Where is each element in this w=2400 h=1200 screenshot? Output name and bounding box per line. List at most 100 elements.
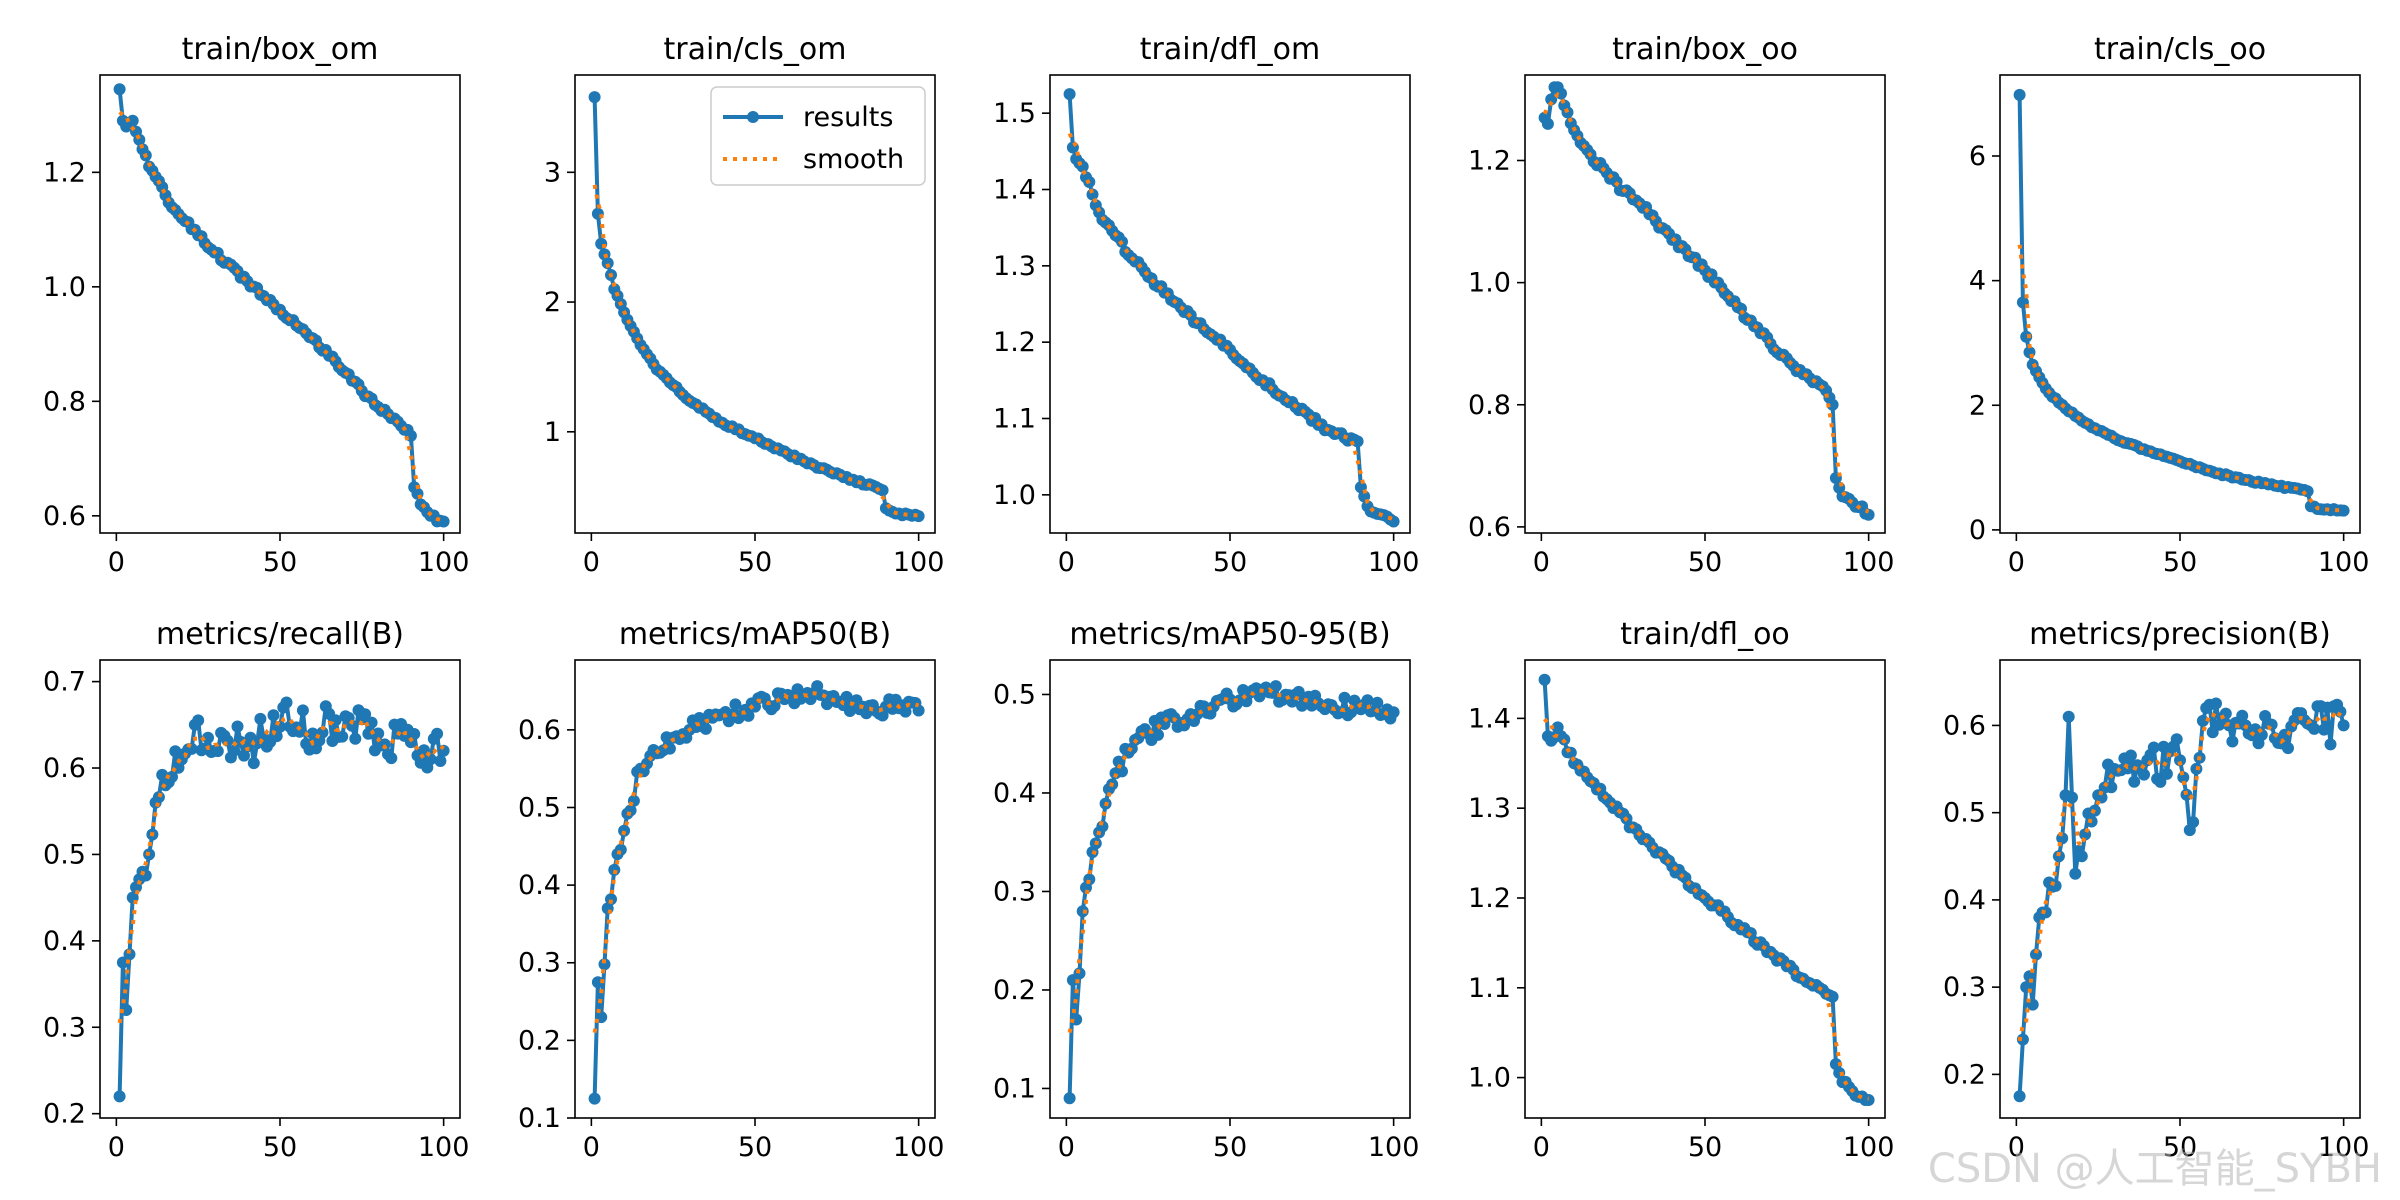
results-point <box>1371 696 1384 709</box>
y-tick-label: 0.3 <box>993 876 1036 907</box>
results-point <box>912 510 925 523</box>
y-tick-label: 0.2 <box>1943 1059 1986 1090</box>
results-point <box>2013 1090 2026 1103</box>
results-line <box>1067 93 1395 524</box>
smooth-line <box>592 184 919 518</box>
x-tick-label: 0 <box>1058 1132 1075 1163</box>
x-tick-label: 0 <box>2008 1132 2025 1163</box>
results-point <box>254 712 267 725</box>
results-point <box>434 755 447 767</box>
subplot-title: train/box_oo <box>1612 32 1798 67</box>
results-point <box>618 824 631 837</box>
results-point <box>211 745 224 758</box>
results-point <box>166 770 178 783</box>
y-tick-label: 0.3 <box>1943 972 1986 1003</box>
results-point <box>431 727 444 740</box>
results-point <box>126 114 139 127</box>
results-point <box>2075 850 2088 863</box>
results-point <box>1116 765 1128 778</box>
y-tick-label: 0.8 <box>1468 390 1511 421</box>
results-point <box>296 704 309 717</box>
results-point <box>349 732 362 745</box>
x-tick-label: 100 <box>1843 1132 1895 1163</box>
y-tick-label: 0.6 <box>43 753 86 784</box>
y-tick-label: 0.3 <box>518 948 561 979</box>
x-tick-label: 50 <box>1213 1132 1247 1163</box>
plot-area <box>588 91 925 523</box>
plot-area <box>1063 680 1400 1105</box>
axes-frame <box>1049 659 1411 1119</box>
results-point <box>2147 741 2160 754</box>
results-point <box>1292 685 1305 698</box>
subplot-title: metrics/mAP50(B) <box>619 617 891 652</box>
y-tick-label: 0.2 <box>518 1025 561 1056</box>
x-tick-label: 100 <box>1368 547 1420 578</box>
plot-area <box>113 696 450 1103</box>
y-tick-label: 0 <box>1969 515 1986 546</box>
results-point <box>2337 504 2350 517</box>
y-tick-label: 0.2 <box>993 975 1036 1006</box>
x-tick-label: 50 <box>1688 547 1722 578</box>
y-tick-label: 0.5 <box>518 792 561 823</box>
results-point <box>1538 673 1551 686</box>
y-tick-label: 4 <box>1969 266 1986 297</box>
results-point <box>2020 330 2033 343</box>
x-tick-label: 50 <box>263 547 297 578</box>
y-tick-label: 0.4 <box>43 926 86 957</box>
y-tick-label: 0.1 <box>518 1103 561 1134</box>
y-tick-label: 1.0 <box>1468 268 1511 299</box>
results-point <box>2013 88 2026 101</box>
results-point <box>2069 867 2082 880</box>
results-point <box>2187 816 2200 829</box>
subplot-3: train/dfl_om 0 50 100 1.0 1.1 1.2 1.3 1.4 1.5 <box>993 32 1419 578</box>
results-point <box>359 708 372 721</box>
smooth-line <box>1067 132 1395 522</box>
results-point <box>1826 398 1839 411</box>
x-tick-label: 50 <box>1213 547 1247 578</box>
results-point <box>2318 723 2330 736</box>
results-point <box>912 704 925 717</box>
x-tick-label: 100 <box>1368 1132 1420 1163</box>
results-point <box>2226 735 2239 748</box>
results-line <box>2017 94 2344 513</box>
results-point <box>2154 775 2167 788</box>
results-point <box>372 727 385 740</box>
x-tick-label: 0 <box>108 547 125 578</box>
subplot-7: metrics/mAP50(B) 0 50 100 0.1 0.2 0.3 0.4 0.5 0.6 <box>518 617 944 1163</box>
legend-results-marker <box>747 111 759 123</box>
x-tick-label: 0 <box>1058 547 1075 578</box>
results-point <box>1387 706 1400 719</box>
watermark: CSDN @人工智能_SYBH <box>1927 1146 2382 1192</box>
smooth-line <box>118 110 445 524</box>
results-point <box>1063 88 1076 101</box>
y-tick-label: 1.2 <box>993 327 1036 358</box>
results-point <box>2128 775 2141 788</box>
y-tick-label: 1.0 <box>1468 1063 1511 1094</box>
plot-area <box>1063 88 1400 528</box>
results-point <box>598 958 611 971</box>
results-point <box>169 745 182 758</box>
results-point <box>1112 755 1125 768</box>
subplot-title: train/dfl_om <box>1140 32 1320 67</box>
x-tick-label: 50 <box>738 1132 772 1163</box>
results-point <box>280 696 293 709</box>
y-tick-label: 0.4 <box>1943 885 1986 916</box>
x-tick-label: 50 <box>738 547 772 578</box>
results-point <box>2324 738 2337 751</box>
x-tick-label: 100 <box>893 1132 945 1163</box>
results-point <box>2039 906 2052 919</box>
results-point <box>768 700 781 712</box>
y-tick-label: 1.5 <box>993 98 1036 129</box>
results-point <box>876 484 889 497</box>
plot-area <box>2013 88 2350 517</box>
subplot-title: train/cls_oo <box>2094 32 2266 67</box>
subplot-title: train/box_om <box>182 32 379 67</box>
x-tick-label: 50 <box>2163 547 2197 578</box>
legend: results smooth <box>710 86 926 186</box>
results-point <box>424 753 437 766</box>
results-point <box>2236 709 2249 722</box>
y-tick-label: 2 <box>544 287 561 318</box>
x-tick-label: 0 <box>108 1132 125 1163</box>
subplot-1: train/box_om 0 50 100 0.6 0.8 1.0 1.2 <box>43 32 469 578</box>
